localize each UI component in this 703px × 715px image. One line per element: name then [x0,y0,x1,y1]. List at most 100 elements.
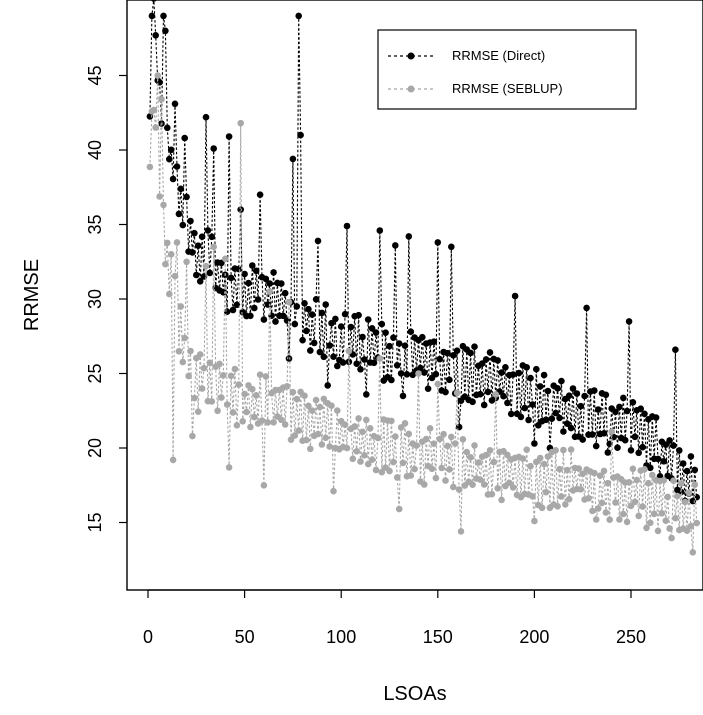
data-point-direct [328,319,335,327]
data-point-direct [484,388,492,396]
data-point-seblup [330,487,337,495]
data-point-direct [281,289,289,297]
data-point-seblup [421,481,428,488]
data-point-seblup [156,193,163,200]
data-point-direct [515,369,523,377]
x-tick-label: 250 [616,627,646,647]
data-point-direct [591,387,598,394]
data-point-seblup [453,389,461,397]
data-point-seblup [266,288,274,295]
data-point-seblup [183,258,190,266]
data-point-seblup [490,458,498,466]
data-point-direct [297,131,304,139]
data-point-seblup [305,402,312,410]
data-point-seblup [413,442,420,449]
data-point-seblup [467,454,474,461]
data-point-seblup [368,456,376,464]
data-point-direct [403,371,411,378]
data-point-direct [218,259,225,267]
data-point-seblup [345,347,353,355]
data-point-seblup [459,436,467,443]
data-point-direct [322,301,330,308]
data-point-direct [639,443,646,451]
legend-label-seblup: RRMSE (SEBLUP) [452,81,563,96]
data-point-seblup [606,516,613,523]
data-point-seblup [681,498,689,506]
data-point-direct [405,233,413,240]
data-point-seblup [506,479,513,487]
data-point-seblup [386,467,393,475]
data-point-seblup [592,516,600,523]
data-point-seblup [351,423,359,430]
data-point-direct [316,348,324,356]
data-point-seblup [206,359,214,367]
data-point-seblup [181,334,188,342]
data-point-seblup [635,512,642,520]
data-point-seblup [177,303,185,310]
data-point-seblup [167,251,175,258]
data-point-seblup [312,396,320,404]
data-point-direct [573,390,581,397]
data-point-direct [424,385,432,393]
data-point-seblup [639,503,646,510]
data-point-direct [393,362,401,369]
data-point-direct [162,27,169,35]
data-point-seblup [691,481,699,489]
data-point-seblup [349,455,357,463]
data-point-seblup [625,479,633,486]
data-point-seblup [509,484,517,491]
series-line-seblup [149,75,698,553]
x-tick-label: 50 [235,627,255,647]
data-point-seblup [295,427,303,434]
data-point-direct [540,371,548,379]
data-point-direct [175,210,183,218]
data-point-direct [556,414,563,422]
data-point-direct [621,436,629,444]
data-point-seblup [666,525,673,532]
data-point-direct [260,316,268,323]
data-point-direct [672,346,679,354]
data-point-direct [320,353,328,361]
data-point-direct [560,428,567,435]
data-point-seblup [450,483,457,491]
data-point-seblup [198,385,206,392]
data-point-direct [567,424,575,432]
data-point-seblup [237,119,244,127]
data-point-seblup [415,370,422,377]
data-point-direct [169,175,177,183]
data-point-seblup [670,477,677,485]
data-point-seblup [194,408,202,416]
data-point-seblup [227,372,235,380]
data-point-direct [504,399,511,407]
data-point-seblup [393,474,401,481]
data-point-seblup [674,492,681,500]
data-point-direct [486,349,494,356]
data-point-seblup [260,482,268,489]
data-point-seblup [372,466,380,474]
data-point-seblup [164,239,171,247]
data-point-seblup [455,486,463,493]
data-point-seblup [388,417,395,425]
data-point-direct [552,409,559,417]
series-layer [146,0,700,556]
data-point-seblup [233,422,241,429]
data-point-seblup [589,507,596,515]
data-point-seblup [241,390,248,398]
data-point-direct [227,274,235,282]
data-point-direct [291,320,299,328]
data-point-seblup [504,451,511,459]
data-point-seblup [218,394,225,401]
data-point-direct [293,303,301,310]
data-point-direct [641,410,648,418]
y-tick-label: 30 [85,289,105,309]
x-tick-label: 100 [326,627,356,647]
data-point-seblup [480,481,488,488]
data-point-direct [187,217,194,225]
data-point-seblup [262,373,270,380]
data-point-direct [469,398,476,406]
data-point-seblup [428,465,436,473]
data-point-seblup [397,424,405,431]
data-point-seblup [556,465,563,473]
data-point-direct [310,339,318,347]
data-point-direct [262,275,270,283]
